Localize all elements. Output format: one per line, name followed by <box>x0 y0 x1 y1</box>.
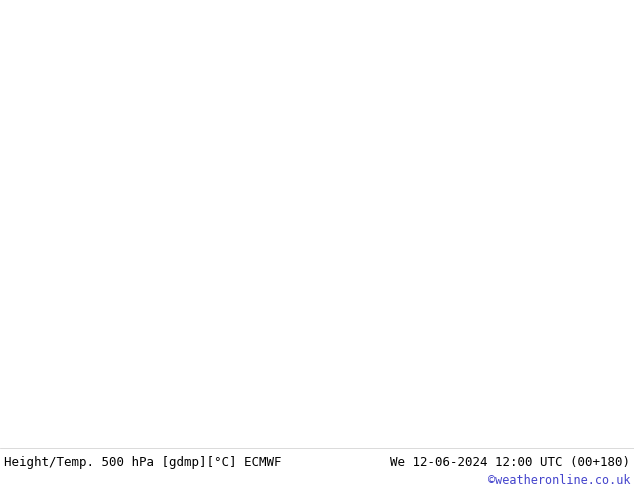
Text: We 12-06-2024 12:00 UTC (00+180): We 12-06-2024 12:00 UTC (00+180) <box>390 456 630 468</box>
Bar <box>0 448 634 490</box>
Text: Height/Temp. 500 hPa [gdmp][°C] ECMWF: Height/Temp. 500 hPa [gdmp][°C] ECMWF <box>4 456 281 468</box>
Text: ©weatheronline.co.uk: ©weatheronline.co.uk <box>488 473 630 487</box>
